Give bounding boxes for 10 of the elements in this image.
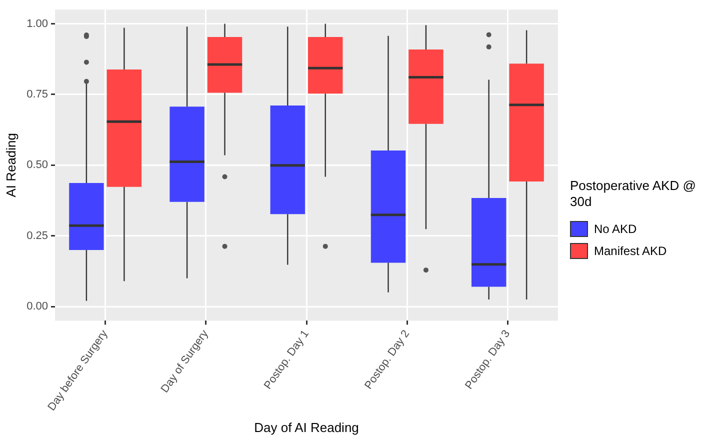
y-tick-label: 0.00 xyxy=(26,300,48,313)
legend-title: Postoperative AKD @ 30d xyxy=(570,178,697,210)
y-tick-label: 0.75 xyxy=(26,88,48,100)
y-tick-label: 0.25 xyxy=(26,230,48,242)
y-tick-label: 1.00 xyxy=(26,18,48,30)
x-axis-title: Day of AI Reading xyxy=(254,420,359,435)
legend-label: Manifest AKD xyxy=(594,244,667,258)
y-axis-title: AI Reading xyxy=(3,132,18,198)
y-tick-label: 0.50 xyxy=(26,159,48,172)
legend-label: No AKD xyxy=(594,222,637,236)
